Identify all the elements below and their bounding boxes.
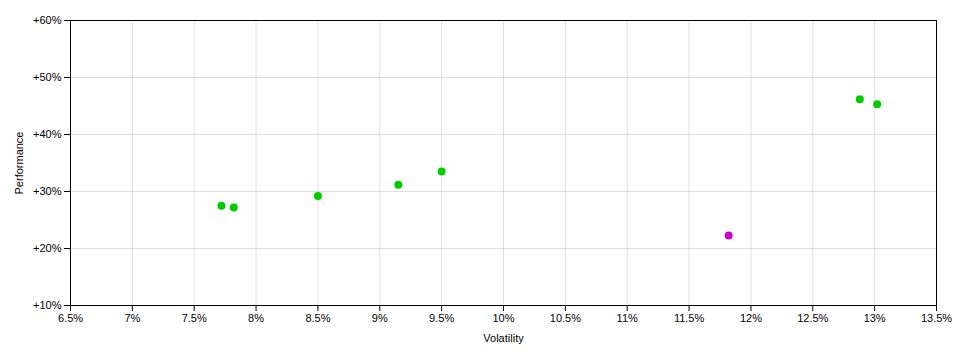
svg-text:7.5%: 7.5% <box>182 312 207 324</box>
svg-text:9%: 9% <box>372 312 388 324</box>
svg-text:+10%: +10% <box>33 299 62 311</box>
svg-text:10%: 10% <box>492 312 514 324</box>
svg-text:13%: 13% <box>864 312 886 324</box>
svg-text:11.5%: 11.5% <box>674 312 705 324</box>
svg-text:+20%: +20% <box>33 242 62 254</box>
svg-text:7%: 7% <box>124 312 140 324</box>
svg-text:Performance: Performance <box>13 132 25 195</box>
svg-text:12.5%: 12.5% <box>797 312 828 324</box>
svg-text:8%: 8% <box>248 312 264 324</box>
svg-text:+50%: +50% <box>33 71 62 83</box>
svg-text:6.5%: 6.5% <box>58 312 83 324</box>
svg-text:11%: 11% <box>617 312 638 324</box>
svg-text:+60%: +60% <box>33 14 62 26</box>
svg-text:13.5%: 13.5% <box>921 312 952 324</box>
svg-text:8.5%: 8.5% <box>305 312 330 324</box>
svg-text:+40%: +40% <box>33 128 62 140</box>
svg-text:12%: 12% <box>740 312 762 324</box>
svg-text:10.5%: 10.5% <box>550 312 581 324</box>
svg-text:+30%: +30% <box>33 185 62 197</box>
svg-text:Volatility: Volatility <box>483 332 524 344</box>
svg-text:9.5%: 9.5% <box>429 312 454 324</box>
